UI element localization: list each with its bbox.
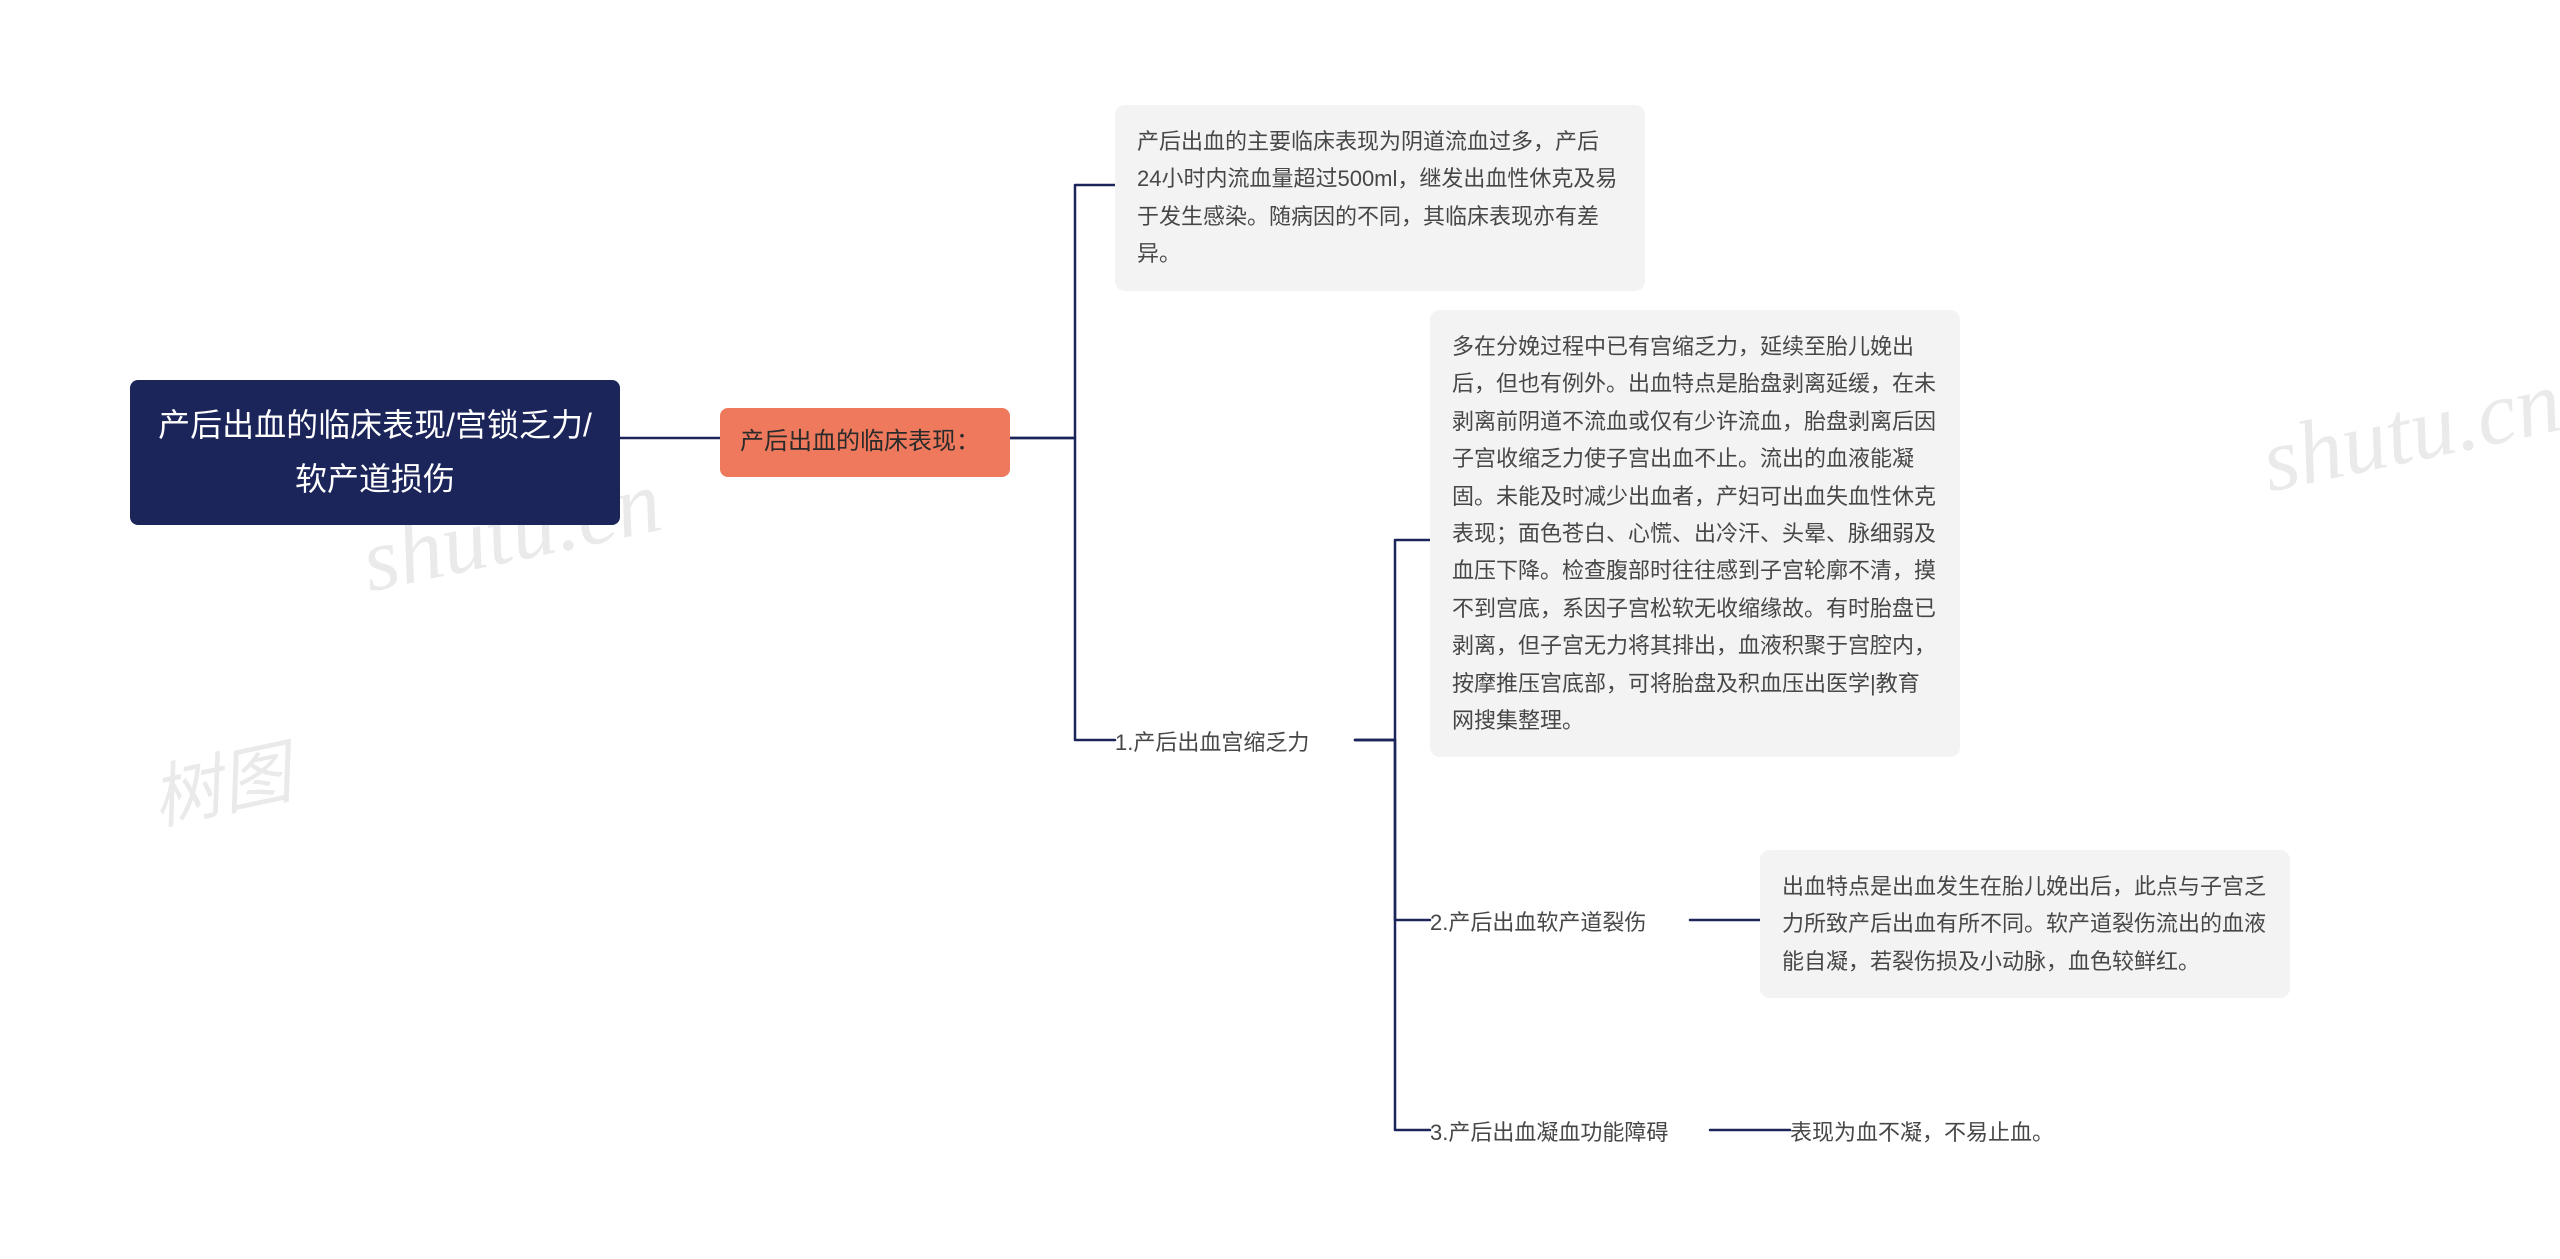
item3-label-text: 3.产后出血凝血功能障碍 <box>1430 1120 1668 1145</box>
watermark: shutu.cn <box>2253 350 2560 514</box>
watermark: 树图 <box>141 717 299 845</box>
overview-text: 产后出血的主要临床表现为阴道流血过多，产后24小时内流血量超过500ml，继发出… <box>1137 129 1617 266</box>
overview-node[interactable]: 产后出血的主要临床表现为阴道流血过多，产后24小时内流血量超过500ml，继发出… <box>1115 105 1645 291</box>
root-text: 产后出血的临床表现/宫锁乏力/软产道损伤 <box>158 407 592 497</box>
item1-detail-text: 多在分娩过程中已有宫缩乏力，延续至胎儿娩出后，但也有例外。出血特点是胎盘剥离延缓… <box>1452 334 1936 733</box>
mindmap-canvas: shutu.cn shutu.cn shutu.cn 树图 产后出血的临床表现/… <box>0 0 2560 1259</box>
item2-detail-text: 出血特点是出血发生在胎儿娩出后，此点与子宫乏力所致产后出血有所不同。软产道裂伤流… <box>1782 874 2266 974</box>
item1-detail[interactable]: 多在分娩过程中已有宫缩乏力，延续至胎儿娩出后，但也有例外。出血特点是胎盘剥离延缓… <box>1430 310 1960 757</box>
item1-label-text: 1.产后出血宫缩乏力 <box>1115 730 1309 755</box>
root-node[interactable]: 产后出血的临床表现/宫锁乏力/软产道损伤 <box>130 380 620 525</box>
item2-label-text: 2.产后出血软产道裂伤 <box>1430 910 1646 935</box>
item3-detail-text: 表现为血不凝，不易止血。 <box>1790 1120 2054 1145</box>
item1-label[interactable]: 1.产后出血宫缩乏力 <box>1115 725 1355 757</box>
item2-detail[interactable]: 出血特点是出血发生在胎儿娩出后，此点与子宫乏力所致产后出血有所不同。软产道裂伤流… <box>1760 850 2290 998</box>
item3-label[interactable]: 3.产后出血凝血功能障碍 <box>1430 1115 1710 1147</box>
item2-label[interactable]: 2.产后出血软产道裂伤 <box>1430 905 1690 937</box>
sub-node[interactable]: 产后出血的临床表现： <box>720 408 1010 477</box>
item3-detail[interactable]: 表现为血不凝，不易止血。 <box>1790 1115 2110 1147</box>
sub-text: 产后出血的临床表现： <box>740 428 980 455</box>
